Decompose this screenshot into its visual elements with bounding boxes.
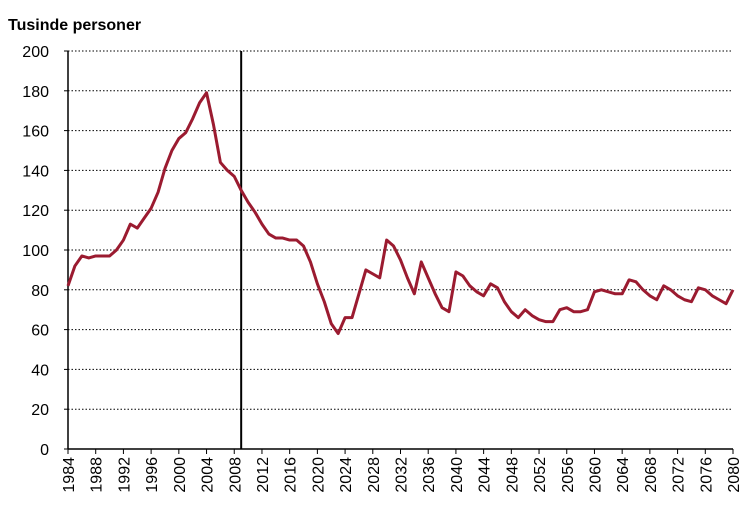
y-tick-label: 100 [22, 243, 49, 260]
y-tick-label: 60 [31, 323, 49, 340]
x-tick-label: 2040 [449, 457, 466, 493]
y-tick-label: 160 [22, 124, 49, 141]
x-tick-label: 1988 [89, 457, 106, 493]
x-tick-label: 1992 [116, 457, 133, 493]
x-tick-label: 2052 [532, 457, 549, 493]
x-tick-label: 2060 [587, 457, 604, 493]
x-tick-label: 2064 [615, 457, 632, 493]
chart-title: Tusinde personer [8, 17, 141, 34]
x-tick-label: 1984 [61, 457, 78, 493]
x-tick-label: 2032 [394, 457, 411, 493]
x-tick-label: 2068 [643, 457, 660, 493]
y-tick-label: 140 [22, 163, 49, 180]
x-tick-label: 2072 [671, 457, 688, 493]
x-tick-label: 2048 [504, 457, 521, 493]
x-tick-label: 2024 [338, 457, 355, 493]
y-tick-label: 20 [31, 402, 49, 419]
x-tick-label: 2004 [200, 457, 217, 493]
y-tick-label: 80 [31, 283, 49, 300]
x-tick-label: 2000 [172, 457, 189, 493]
data-line [66, 91, 735, 336]
y-tick-label: 0 [40, 442, 49, 459]
x-tick-label: 1996 [144, 457, 161, 493]
x-tick-label: 2080 [726, 457, 741, 493]
x-tick-label: 2076 [698, 457, 715, 493]
y-tick-label: 40 [31, 362, 49, 379]
x-tick-label: 2036 [421, 457, 438, 493]
y-tick-label: 180 [22, 84, 49, 101]
y-tick-label: 200 [22, 44, 49, 61]
x-tick-label: 2028 [366, 457, 383, 493]
x-tick-label: 2008 [227, 457, 244, 493]
y-tick-label: 120 [22, 203, 49, 220]
x-tick-label: 2056 [560, 457, 577, 493]
x-tick-label: 2016 [283, 457, 300, 493]
x-tick-label: 2012 [255, 457, 272, 493]
x-tick-label: 2044 [477, 457, 494, 493]
x-tick-label: 2020 [310, 457, 327, 493]
